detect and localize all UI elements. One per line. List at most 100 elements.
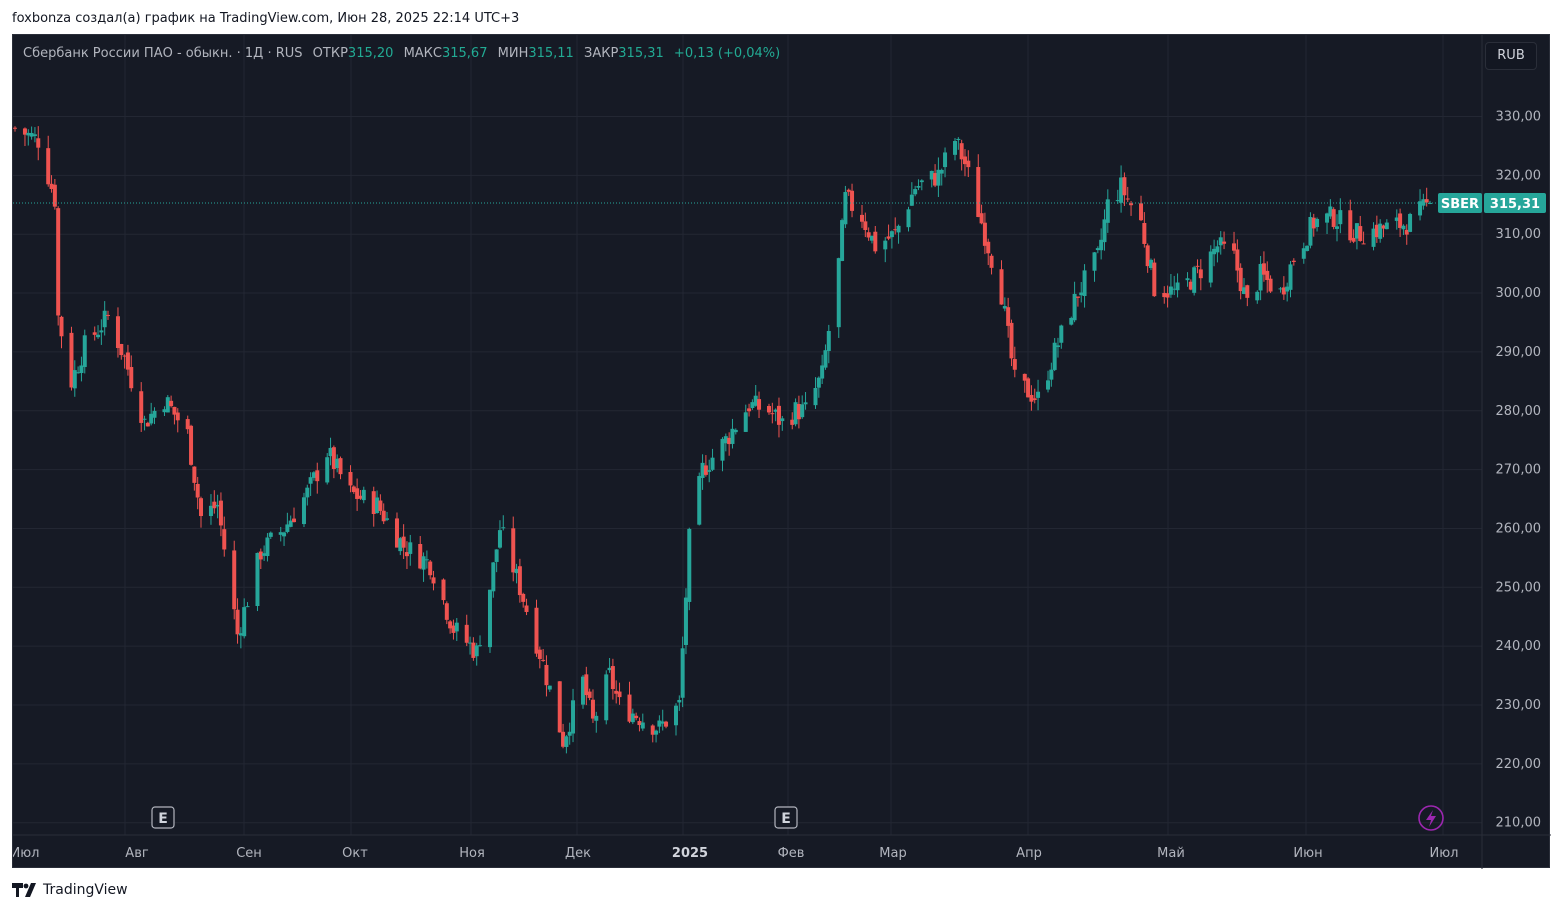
candle[interactable] xyxy=(959,139,964,171)
candle[interactable] xyxy=(956,137,961,150)
candle[interactable] xyxy=(750,399,755,410)
candle[interactable] xyxy=(1055,337,1060,358)
candle[interactable] xyxy=(79,356,84,382)
candle[interactable] xyxy=(753,385,758,407)
candle[interactable] xyxy=(338,456,343,480)
candle[interactable] xyxy=(52,178,57,210)
candle[interactable] xyxy=(464,614,469,647)
candle[interactable] xyxy=(1032,388,1037,404)
candle[interactable] xyxy=(966,150,971,178)
candle[interactable] xyxy=(1006,297,1011,338)
candle[interactable] xyxy=(986,238,991,266)
candle[interactable] xyxy=(1268,275,1273,293)
candle[interactable] xyxy=(1192,265,1197,296)
candle[interactable] xyxy=(873,226,878,254)
candle[interactable] xyxy=(793,398,798,427)
candle[interactable] xyxy=(680,636,685,708)
candle[interactable] xyxy=(1218,231,1223,255)
candle[interactable] xyxy=(1129,201,1134,216)
candle[interactable] xyxy=(165,395,170,413)
candle[interactable] xyxy=(448,620,453,634)
candle[interactable] xyxy=(421,552,426,582)
candle[interactable] xyxy=(129,355,134,392)
candle[interactable] xyxy=(1075,296,1080,307)
candle[interactable] xyxy=(1241,278,1246,295)
candle[interactable] xyxy=(541,649,546,662)
candle[interactable] xyxy=(594,711,599,733)
candle[interactable] xyxy=(1009,319,1014,367)
candle[interactable] xyxy=(1049,362,1054,387)
candle[interactable] xyxy=(999,260,1004,305)
candle[interactable] xyxy=(268,531,273,539)
candle[interactable] xyxy=(836,257,841,338)
candle[interactable] xyxy=(385,511,390,522)
candle[interactable] xyxy=(1351,229,1356,244)
candle[interactable] xyxy=(162,406,167,416)
candle[interactable] xyxy=(604,670,609,725)
candle[interactable] xyxy=(703,455,708,477)
candle[interactable] xyxy=(1281,276,1286,300)
candle[interactable] xyxy=(521,592,526,608)
candle[interactable] xyxy=(1059,324,1064,349)
candle[interactable] xyxy=(1311,213,1316,237)
candle[interactable] xyxy=(1002,297,1007,312)
candle[interactable] xyxy=(1162,286,1167,304)
candle[interactable] xyxy=(1092,252,1097,282)
candle[interactable] xyxy=(979,204,984,225)
candle[interactable] xyxy=(189,424,194,466)
candle[interactable] xyxy=(1212,239,1217,267)
candle[interactable] xyxy=(255,552,260,612)
candle[interactable] xyxy=(375,490,380,514)
candle[interactable] xyxy=(720,437,725,472)
candle[interactable] xyxy=(916,179,921,191)
candle[interactable] xyxy=(378,494,383,515)
candle[interactable] xyxy=(444,601,449,625)
candle[interactable] xyxy=(305,484,310,506)
candle[interactable] xyxy=(727,432,732,456)
candle[interactable] xyxy=(76,366,81,374)
candle[interactable] xyxy=(1119,165,1124,213)
candle[interactable] xyxy=(1404,224,1409,245)
candle[interactable] xyxy=(1139,195,1144,222)
candle[interactable] xyxy=(175,408,180,433)
candle[interactable] xyxy=(860,204,865,229)
candle[interactable] xyxy=(770,402,775,424)
candle[interactable] xyxy=(687,527,692,611)
candle[interactable] xyxy=(115,307,120,358)
candle[interactable] xyxy=(816,376,821,398)
candle[interactable] xyxy=(796,395,801,429)
candle[interactable] xyxy=(102,301,107,336)
candle[interactable] xyxy=(846,188,851,196)
candle[interactable] xyxy=(96,325,101,339)
candle[interactable] xyxy=(1325,212,1330,235)
candle[interactable] xyxy=(381,503,386,525)
candle[interactable] xyxy=(424,550,429,569)
candle[interactable] xyxy=(1361,231,1366,245)
candle[interactable] xyxy=(49,175,54,193)
candle[interactable] xyxy=(242,598,247,639)
candle[interactable] xyxy=(398,536,403,556)
candle[interactable] xyxy=(637,717,642,732)
candle[interactable] xyxy=(139,382,144,432)
candle[interactable] xyxy=(1208,245,1213,288)
candle[interactable] xyxy=(1418,189,1423,221)
candle[interactable] xyxy=(660,709,665,731)
candle[interactable] xyxy=(325,453,330,485)
candle[interactable] xyxy=(683,588,688,655)
candle[interactable] xyxy=(1358,215,1363,242)
candle[interactable] xyxy=(757,391,762,419)
candle[interactable] xyxy=(36,126,41,161)
candle[interactable] xyxy=(697,472,702,526)
candle[interactable] xyxy=(1026,377,1031,398)
candle[interactable] xyxy=(208,494,213,525)
candle[interactable] xyxy=(564,735,569,754)
candle[interactable] xyxy=(883,237,888,263)
candle[interactable] xyxy=(335,454,340,473)
candle[interactable] xyxy=(1354,223,1359,250)
candle[interactable] xyxy=(1331,207,1336,230)
candle[interactable] xyxy=(743,404,748,432)
candle[interactable] xyxy=(823,344,828,370)
candle[interactable] xyxy=(145,421,150,427)
candle[interactable] xyxy=(92,326,97,341)
candle[interactable] xyxy=(1261,251,1266,282)
